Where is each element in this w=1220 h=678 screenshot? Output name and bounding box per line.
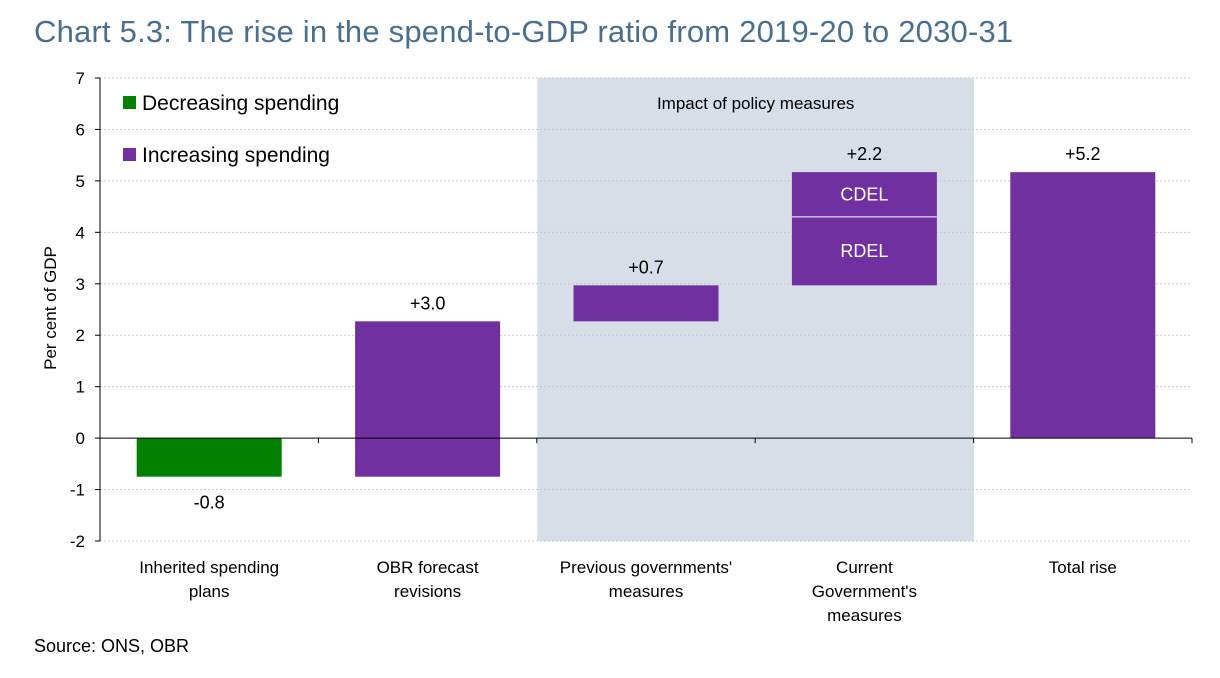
y-tick-label: 3 <box>76 275 85 294</box>
segment-label-rdel: RDEL <box>840 241 888 261</box>
x-category-label: Inherited spending <box>139 558 279 577</box>
x-axis-labels: Inherited spending plans OBR forecast revis… <box>139 558 1117 625</box>
legend-label-decrease: Decreasing spending <box>142 92 339 115</box>
x-category-label: revisions <box>394 582 461 601</box>
bar-4 <box>791 172 937 286</box>
legend-swatch-increase <box>123 148 136 161</box>
y-tick-label: -2 <box>70 532 85 551</box>
bar-1 <box>136 438 282 477</box>
y-tick-label: 1 <box>76 378 85 397</box>
x-category-label: plans <box>189 582 230 601</box>
y-tick-label: 6 <box>76 120 85 139</box>
x-category-label: Current <box>836 558 893 577</box>
bar-5 <box>1010 172 1156 439</box>
data-label: +5.2 <box>1065 144 1101 164</box>
y-axis-label: Per cent of GDP <box>41 246 60 370</box>
bar-2 <box>355 321 501 477</box>
x-category-label: Previous governments' <box>560 558 732 577</box>
y-axis-ticks: -2 -1 0 1 2 3 4 5 6 7 <box>70 69 100 551</box>
y-tick-label: 5 <box>76 172 85 191</box>
policy-region-label: Impact of policy measures <box>657 94 854 113</box>
data-label: +3.0 <box>410 293 446 313</box>
segment-label-cdel: CDEL <box>840 185 888 205</box>
legend-swatch-decrease <box>123 96 136 109</box>
x-category-label: OBR forecast <box>377 558 479 577</box>
x-category-label: Total rise <box>1049 558 1117 577</box>
gridlines <box>99 77 1193 542</box>
source-note: Source: ONS, OBR <box>34 636 190 656</box>
y-tick-label: 0 <box>76 429 85 448</box>
y-tick-label: 4 <box>76 223 85 242</box>
data-label: +2.2 <box>847 144 883 164</box>
legend-label-increase: Increasing spending <box>142 144 330 167</box>
x-category-label: measures <box>609 582 684 601</box>
data-label: +0.7 <box>628 257 664 277</box>
legend: Decreasing spending Increasing spending <box>123 92 339 167</box>
bars: -0.8 +3.0 +0.7 RDEL CDEL +2.2 +5.2 <box>136 144 1156 513</box>
chart-title: Chart 5.3: The rise in the spend-to-GDP … <box>34 14 1014 49</box>
x-category-label: Government's <box>812 582 917 601</box>
data-label: -0.8 <box>194 493 225 513</box>
y-tick-label: 2 <box>76 326 85 345</box>
y-tick-label: -1 <box>70 481 85 500</box>
y-tick-label: 7 <box>76 69 85 88</box>
x-category-label: measures <box>827 606 902 625</box>
bar-3 <box>573 285 719 322</box>
